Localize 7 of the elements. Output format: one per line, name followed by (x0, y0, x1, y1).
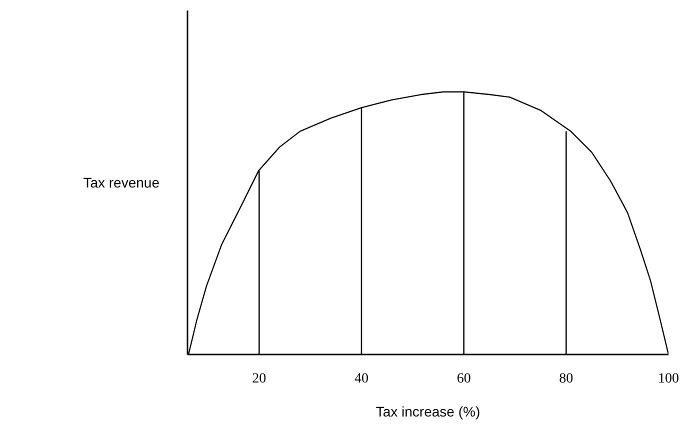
x-tick-label: 100 (658, 372, 679, 386)
y-axis-title: Tax revenue (83, 174, 160, 190)
x-tick-label: 80 (559, 372, 574, 386)
x-tick-label: 40 (354, 372, 368, 386)
x-tick-label: 60 (456, 372, 471, 386)
x-tick-label: 20 (252, 372, 266, 386)
x-axis-title: Tax increase (%) (376, 404, 480, 420)
